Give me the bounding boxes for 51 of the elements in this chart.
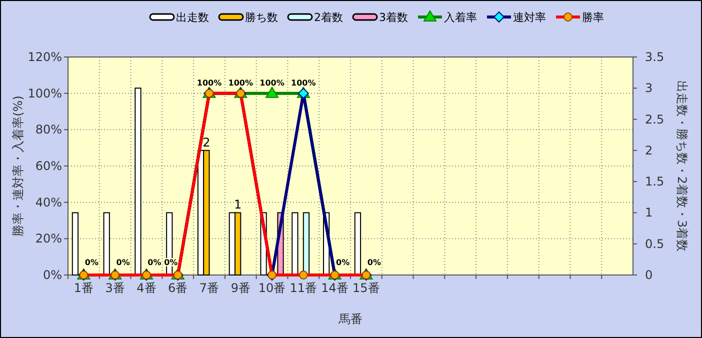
y-axis-title: 勝率・連対率・入着率(%) [11, 96, 25, 236]
x-tick-label: 4番 [136, 281, 156, 295]
y-tick-label: 100% [28, 86, 62, 100]
x-tick-label: 14番 [321, 281, 348, 295]
bar [292, 212, 298, 276]
data-label: 2 [202, 135, 210, 150]
data-label: 0% [116, 258, 130, 267]
x-tick-label: 15番 [352, 281, 380, 295]
y2-axis-title: 出走数・勝ち数・2着数・3着数 [675, 80, 689, 252]
legend-label: 2着数 [314, 11, 343, 24]
y2-tick-label: 0.5 [645, 236, 664, 251]
x-tick-label: 7番 [199, 281, 220, 295]
data-label: 0% [336, 258, 350, 267]
legend-label: 出走数 [176, 11, 209, 24]
data-label: 100% [291, 78, 316, 88]
legend-label: 勝ち数 [245, 11, 278, 24]
x-tick-label: 3番 [105, 281, 125, 295]
y-tick-label: 120% [28, 50, 62, 64]
y-tick-label: 0% [42, 268, 62, 282]
y2-tick-label: 2.5 [645, 112, 664, 126]
data-label: 100% [196, 78, 222, 88]
x-tick-label: 10番 [258, 281, 286, 295]
y-tick-label: 20% [35, 232, 62, 246]
bar [103, 212, 110, 276]
bar [72, 212, 79, 276]
x-tick-label: 9番 [230, 281, 250, 295]
data-label: 0% [84, 258, 98, 267]
x-tick-label: 6番 [168, 281, 188, 295]
bar [354, 212, 362, 276]
y-tick-label: 40% [35, 195, 62, 210]
y-tick-label: 60% [35, 159, 62, 173]
data-label: 0% [148, 258, 162, 267]
legend-label: 連対率 [513, 11, 546, 24]
x-tick-label: 11番 [290, 281, 318, 295]
data-label: 100% [228, 78, 253, 88]
x-tick-label: 1番 [74, 281, 94, 295]
data-label: 100% [260, 78, 284, 88]
y-tick-label: 80% [35, 122, 62, 137]
y2-tick-label: 0 [645, 268, 653, 282]
data-label: 1 [234, 198, 242, 212]
legend-label: 3着数 [379, 11, 408, 24]
legend-label: 勝率 [582, 11, 604, 24]
y2-tick-label: 2 [645, 143, 653, 158]
y2-tick-label: 1.5 [645, 174, 664, 189]
bar [134, 88, 142, 276]
legend-label: 入着率 [444, 11, 477, 24]
data-label: 0% [367, 258, 381, 267]
y2-tick-label: 3 [645, 81, 653, 96]
x-axis-title: 馬番 [338, 312, 362, 326]
y2-tick-label: 1 [645, 206, 653, 220]
y2-tick-label: 3.5 [645, 50, 664, 64]
